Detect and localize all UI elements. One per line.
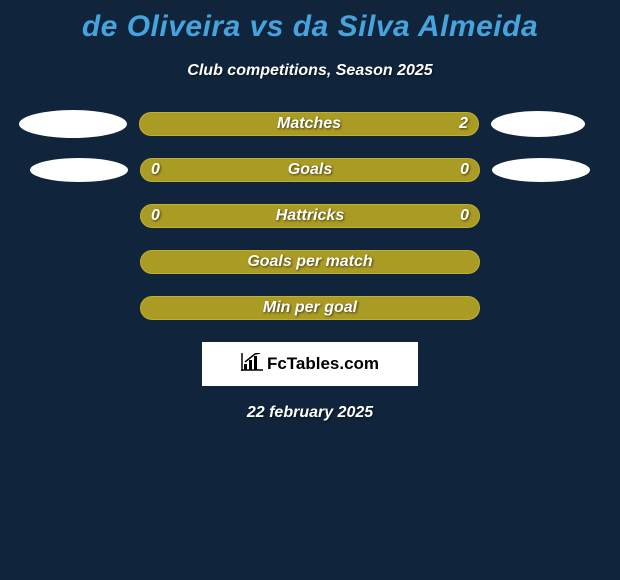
- spacer: [20, 204, 128, 228]
- stat-label: Goals: [288, 161, 332, 179]
- stat-value-right: 0: [460, 207, 469, 225]
- spacer: [492, 296, 600, 320]
- spacer: [492, 250, 600, 274]
- comparison-infographic: de Oliveira vs da Silva Almeida Club com…: [0, 0, 620, 580]
- logo: FcTables.com: [241, 353, 379, 376]
- stat-value-right: 0: [460, 161, 469, 179]
- stat-label: Min per goal: [263, 299, 357, 317]
- player-left-marker: [19, 110, 127, 138]
- stat-value-left: 0: [151, 207, 160, 225]
- logo-text: FcTables.com: [267, 354, 379, 374]
- stat-row: 0 Goals 0: [0, 158, 620, 182]
- spacer: [20, 250, 128, 274]
- logo-box: FcTables.com: [202, 342, 418, 386]
- subtitle: Club competitions, Season 2025: [0, 62, 620, 80]
- stat-value-left: 0: [151, 161, 160, 179]
- bar-chart-icon: [241, 353, 263, 376]
- stat-bar: Goals per match: [140, 250, 480, 274]
- stat-row: Min per goal: [0, 296, 620, 320]
- page-title: de Oliveira vs da Silva Almeida: [0, 0, 620, 44]
- player-left-marker: [30, 158, 128, 182]
- stat-bar: 0 Hattricks 0: [140, 204, 480, 228]
- stat-row: Matches 2: [0, 112, 620, 136]
- stat-label: Goals per match: [247, 253, 372, 271]
- player-right-marker: [492, 158, 590, 182]
- stat-bar: 0 Goals 0: [140, 158, 480, 182]
- stat-label: Hattricks: [276, 207, 344, 225]
- stat-row: Goals per match: [0, 250, 620, 274]
- spacer: [492, 204, 600, 228]
- stat-bar: Min per goal: [140, 296, 480, 320]
- stat-label: Matches: [277, 115, 341, 133]
- player-right-marker: [491, 111, 585, 137]
- stat-rows: Matches 2 0 Goals 0 0 Hattricks 0: [0, 112, 620, 320]
- stat-row: 0 Hattricks 0: [0, 204, 620, 228]
- date-label: 22 february 2025: [0, 404, 620, 422]
- stat-bar: Matches 2: [139, 112, 479, 136]
- spacer: [20, 296, 128, 320]
- stat-value-right: 2: [459, 115, 468, 133]
